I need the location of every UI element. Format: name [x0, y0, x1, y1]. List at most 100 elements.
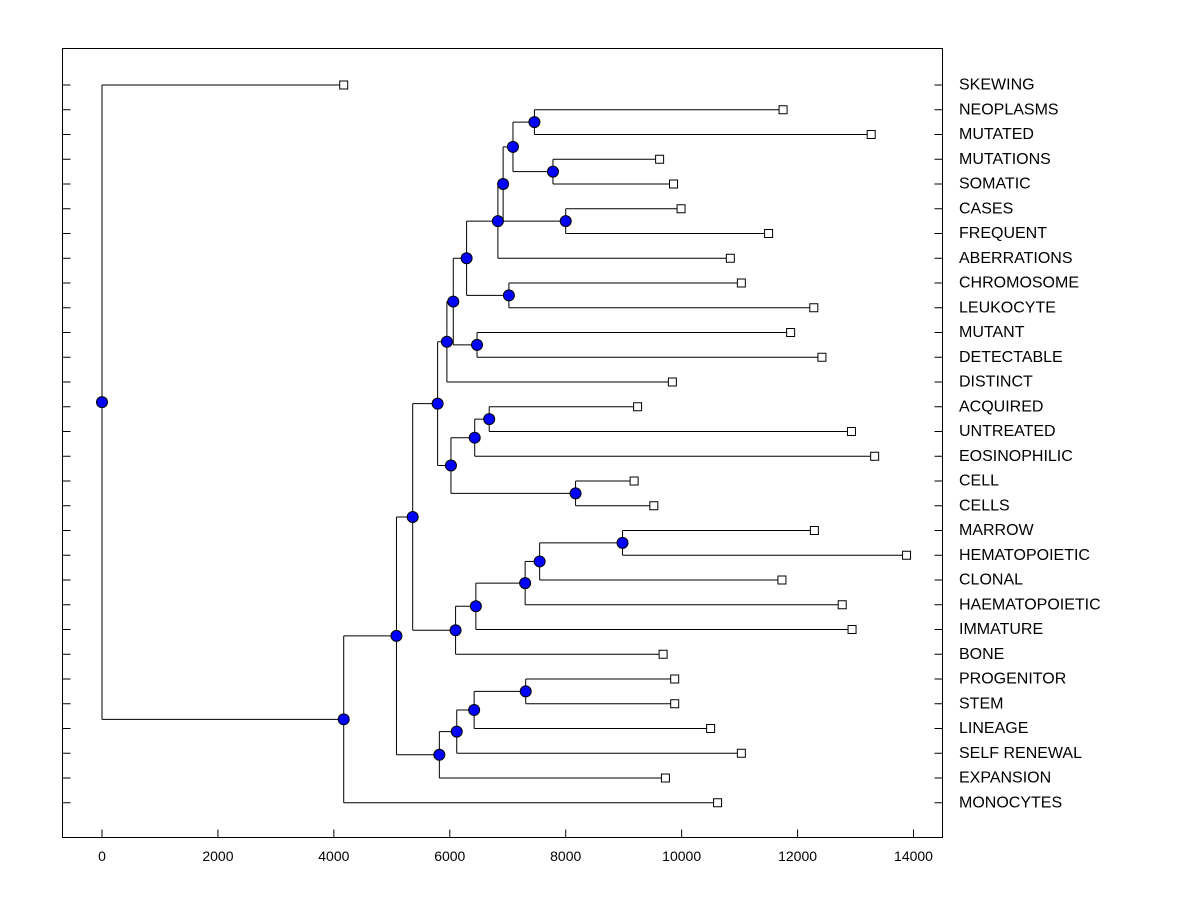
leaf-label: HEMATOPOIETIC: [959, 547, 1090, 564]
leaf-label: FREQUENT: [959, 225, 1047, 242]
leaf-label: SKEWING: [959, 77, 1035, 94]
x-tick-label: 14000: [894, 848, 933, 864]
x-tick-label: 4000: [318, 848, 349, 864]
leaf-marker: [777, 575, 787, 585]
leaf-marker: [670, 699, 680, 709]
node-marker: [483, 413, 496, 426]
leaf-marker: [902, 550, 912, 560]
node-marker: [491, 215, 504, 228]
node-marker: [433, 748, 446, 761]
node-marker: [406, 510, 419, 523]
leaf-marker: [649, 501, 659, 511]
leaf-marker: [809, 526, 819, 535]
plot-frame: [62, 48, 943, 838]
leaf-marker: [866, 130, 876, 139]
node-marker: [390, 629, 403, 642]
leaf-marker: [786, 328, 796, 337]
node-marker: [469, 600, 482, 613]
node-markers: [96, 116, 629, 761]
node-marker: [546, 165, 559, 178]
x-tick-label: 8000: [550, 848, 581, 864]
leaf-label: LEUKOCYTE: [959, 299, 1056, 316]
leaf-label: HAEMATOPOIETIC: [959, 596, 1101, 613]
node-marker: [447, 295, 460, 308]
node-marker: [519, 685, 532, 698]
leaf-marker: [736, 278, 746, 288]
leaf-marker: [669, 179, 679, 189]
leaf-marker: [706, 724, 716, 733]
leaf-label: SOMATIC: [959, 176, 1031, 193]
node-marker: [96, 396, 108, 409]
leaf-label: DISTINCT: [959, 374, 1033, 391]
leaf-marker: [633, 402, 643, 412]
node-marker: [444, 459, 457, 472]
node-marker: [449, 624, 462, 637]
leaf-label: BONE: [959, 646, 1004, 663]
leaf-labels: SKEWING NEOPLASMS MUTATED MUTATIONS SOMATIC C…: [959, 77, 1101, 812]
leaf-label: CELLS: [959, 497, 1010, 514]
leaf-label: CHROMOSOME: [959, 275, 1079, 292]
leaf-marker: [764, 229, 774, 238]
node-marker: [460, 252, 473, 265]
node-marker: [569, 487, 582, 500]
leaf-label: STEM: [959, 695, 1003, 712]
leaf-marker: [846, 427, 856, 436]
leaf-label: MUTATED: [959, 126, 1034, 143]
node-marker: [431, 397, 444, 410]
leaf-label: MUTATIONS: [959, 151, 1051, 168]
x-axis: 0 2000 4000 6000 8000 10000 12000 14000: [98, 829, 933, 864]
y-tick-marks: [62, 84, 943, 804]
leaf-label: ABERRATIONS: [959, 250, 1073, 267]
leaf-marker: [670, 674, 680, 684]
leaf-marker: [339, 80, 349, 90]
node-marker: [450, 725, 463, 738]
node-marker: [519, 577, 532, 590]
node-marker: [506, 140, 519, 153]
leaf-marker: [736, 748, 746, 758]
leaf-label: CASES: [959, 200, 1013, 217]
leaf-markers: [339, 80, 912, 808]
leaf-marker: [847, 625, 857, 634]
leaf-marker: [725, 253, 735, 263]
leaf-marker: [817, 352, 827, 362]
node-marker: [468, 703, 481, 716]
node-marker: [616, 536, 629, 549]
leaf-marker: [713, 798, 723, 808]
node-marker: [528, 116, 541, 129]
leaf-marker: [629, 476, 639, 486]
leaf-label: PROGENITOR: [959, 671, 1066, 688]
leaf-label: MUTANT: [959, 324, 1025, 341]
leaf-label: IMMATURE: [959, 621, 1043, 638]
leaf-marker: [676, 204, 686, 214]
node-marker: [502, 289, 515, 302]
node-marker: [440, 335, 453, 348]
leaf-label: ACQUIRED: [959, 398, 1043, 415]
leaf-label: MONOCYTES: [959, 794, 1062, 811]
node-marker: [468, 431, 481, 444]
leaf-label: DETECTABLE: [959, 349, 1063, 366]
leaf-label: CLONAL: [959, 572, 1023, 589]
node-marker: [497, 178, 510, 190]
leaf-marker: [658, 649, 668, 659]
leaf-marker: [778, 105, 788, 115]
x-tick-label: 0: [98, 848, 106, 864]
leaf-marker: [655, 154, 665, 164]
leaf-marker: [809, 303, 819, 313]
leaf-label: SELF RENEWAL: [959, 745, 1082, 762]
x-tick-label: 10000: [662, 848, 701, 864]
node-marker: [337, 713, 350, 726]
leaf-marker: [667, 377, 677, 387]
node-marker: [471, 338, 484, 351]
dendrogram-branches: [101, 84, 907, 804]
leaf-marker: [870, 451, 880, 461]
x-tick-label: 6000: [434, 848, 465, 864]
leaf-marker: [660, 773, 670, 783]
leaf-label: LINEAGE: [959, 720, 1028, 737]
leaf-label: NEOPLASMS: [959, 101, 1059, 118]
leaf-label: CELL: [959, 473, 999, 490]
leaf-marker: [837, 600, 847, 610]
leaf-label: MARROW: [959, 522, 1035, 539]
leaf-label: EOSINOPHILIC: [959, 448, 1073, 465]
node-marker: [533, 555, 546, 568]
